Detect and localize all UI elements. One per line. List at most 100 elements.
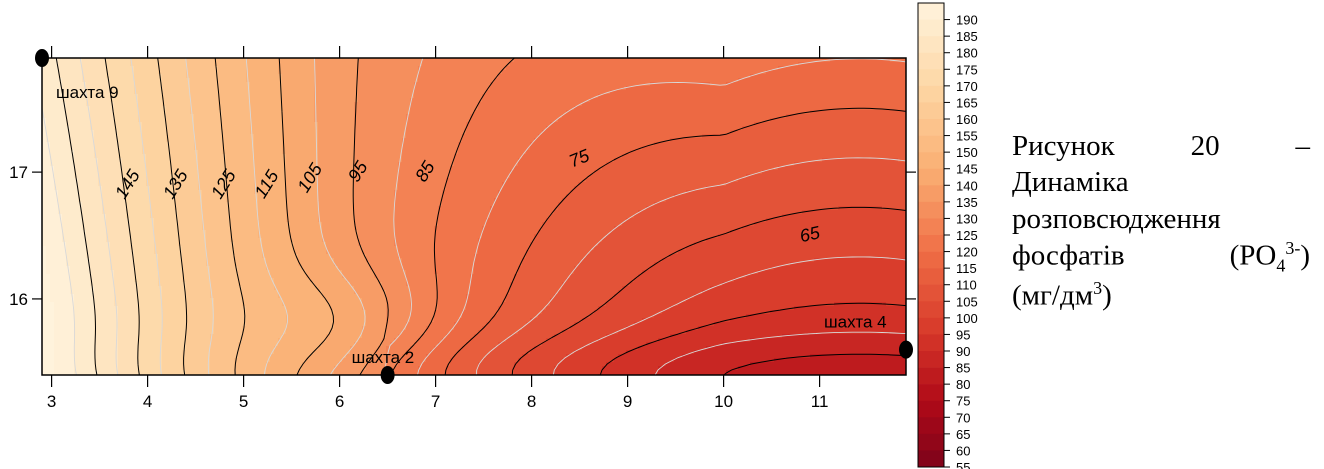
contour-cell: [442, 82, 447, 87]
contour-cell: [330, 94, 335, 99]
contour-cell: [598, 134, 603, 139]
contour-cell: [866, 70, 871, 75]
contour-cell: [86, 122, 91, 127]
contour-cell: [386, 138, 391, 143]
contour-cell: [562, 82, 567, 87]
contour-cell: [706, 98, 711, 103]
contour-cell: [450, 114, 455, 119]
contour-cell: [618, 78, 623, 83]
contour-cell: [334, 74, 339, 79]
contour-cell: [902, 78, 906, 83]
contour-cell: [754, 110, 759, 115]
contour-cell: [466, 70, 471, 75]
contour-cell: [322, 134, 327, 139]
contour-cell: [682, 134, 687, 139]
contour-cell: [266, 138, 271, 143]
contour-cell: [662, 122, 667, 127]
contour-cell: [502, 94, 507, 99]
contour-cell: [686, 90, 691, 95]
contour-cell: [482, 58, 487, 63]
contour-cell: [366, 98, 371, 103]
contour-cell: [150, 74, 155, 79]
contour-cell: [254, 146, 259, 151]
contour-cell: [98, 62, 103, 67]
contour-cell: [210, 66, 215, 71]
contour-cell: [178, 142, 183, 147]
contour-cell: [414, 134, 419, 139]
contour-cell: [878, 62, 883, 67]
contour-cell: [510, 114, 515, 119]
contour-cell: [350, 98, 355, 103]
contour-cell: [454, 94, 459, 99]
contour-cell: [270, 102, 275, 107]
contour-cell: [426, 146, 431, 151]
contour-cell: [666, 118, 671, 123]
contour-cell: [326, 126, 331, 131]
contour-cell: [822, 110, 827, 115]
contour-cell: [494, 86, 499, 91]
contour-cell: [186, 82, 191, 87]
contour-cell: [634, 90, 639, 95]
contour-cell: [374, 146, 379, 151]
contour-cell: [250, 90, 255, 95]
contour-cell: [866, 146, 871, 151]
contour-cell: [866, 90, 871, 95]
contour-cell: [358, 90, 363, 95]
contour-cell: [722, 66, 727, 71]
contour-cell: [66, 98, 71, 103]
contour-cell: [130, 118, 135, 123]
contour-cell: [874, 122, 879, 127]
contour-cell: [446, 138, 451, 143]
contour-cell: [178, 94, 183, 99]
contour-cell: [646, 114, 651, 119]
contour-cell: [174, 62, 179, 67]
contour-cell: [42, 142, 47, 147]
contour-cell: [202, 82, 207, 87]
contour-cell: [462, 70, 467, 75]
contour-cell: [566, 70, 571, 75]
contour-cell: [602, 82, 607, 87]
contour-cell: [678, 62, 683, 67]
contour-cell: [494, 106, 499, 111]
contour-cell: [818, 66, 823, 71]
contour-cell: [806, 94, 811, 99]
contour-cell: [162, 102, 167, 107]
contour-cell: [306, 106, 311, 111]
contour-cell: [262, 122, 267, 127]
contour-cell: [662, 86, 667, 91]
contour-cell: [214, 134, 219, 139]
contour-cell: [366, 102, 371, 107]
contour-cell: [422, 146, 427, 151]
contour-cell: [390, 58, 395, 63]
contour-cell: [358, 86, 363, 91]
contour-cell: [878, 58, 883, 63]
contour-cell: [870, 126, 875, 131]
contour-cell: [242, 94, 247, 99]
contour-cell: [894, 70, 899, 75]
contour-cell: [90, 102, 95, 107]
contour-cell: [658, 58, 663, 63]
contour-cell: [162, 62, 167, 67]
contour-cell: [654, 134, 659, 139]
contour-cell: [606, 58, 611, 63]
contour-cell: [782, 102, 787, 107]
contour-cell: [626, 78, 631, 83]
contour-cell: [218, 86, 223, 91]
contour-cell: [134, 130, 139, 135]
contour-cell: [714, 126, 719, 131]
contour-cell: [510, 70, 515, 75]
contour-cell: [358, 62, 363, 67]
contour-cell: [742, 86, 747, 91]
contour-cell: [170, 94, 175, 99]
contour-cell: [202, 106, 207, 111]
contour-cell: [586, 66, 591, 71]
contour-cell: [698, 94, 703, 99]
contour-cell: [666, 62, 671, 67]
contour-cell: [674, 58, 679, 63]
contour-cell: [450, 138, 455, 143]
contour-cell: [858, 134, 863, 139]
contour-cell: [462, 122, 467, 127]
contour-cell: [326, 86, 331, 91]
contour-cell: [670, 98, 675, 103]
contour-cell: [426, 122, 431, 127]
